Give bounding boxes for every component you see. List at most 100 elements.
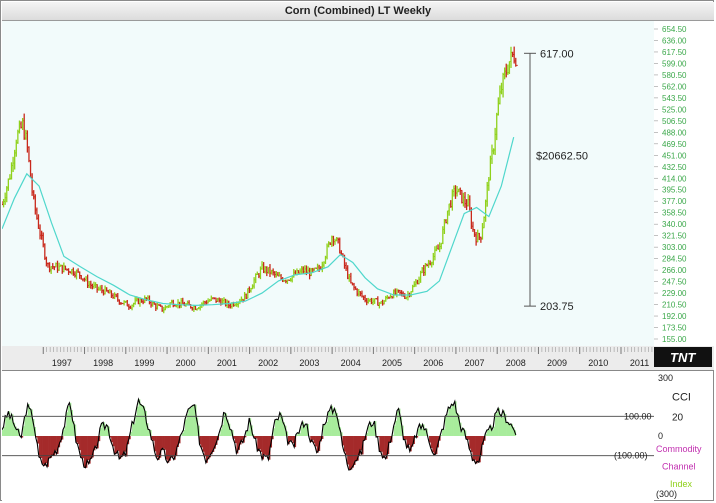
cci-positive-area [421,428,423,436]
cci-negative-area [363,436,366,441]
right-axis-label: 469.50 [662,140,687,149]
cci-negative-area [111,436,114,443]
cci-negative-area [83,436,86,468]
cci-negative-area [42,436,45,464]
cci-negative-area [51,436,54,456]
right-axis-background [654,21,714,346]
cci-positive-area [327,412,330,436]
cci-positive-area [396,410,399,436]
right-axis-label: 580.50 [662,71,687,80]
cci-negative-area [258,436,261,450]
cci-negative-area [379,436,382,452]
cci-negative-area [87,436,89,461]
cci-negative-area [430,436,433,448]
cci-positive-area [13,422,16,436]
cci-negative-area [115,436,118,454]
cci-positive-area [372,425,375,436]
cci-negative-area [59,436,62,443]
cci-negative-area [91,436,94,458]
cci-positive-area [6,417,9,436]
cci-positive-area [462,428,465,436]
cci-negative-area [470,436,473,452]
cci-negative-area [45,436,48,464]
cci-negative-area [358,436,361,456]
cci-axis-zero-label: 0 [658,431,663,441]
cci-positive-area [323,424,326,436]
cci-positive-area [2,429,4,436]
cci-positive-area [366,432,369,436]
cci-positive-area [143,406,146,436]
cci-positive-area [512,427,515,436]
cci-positive-area [135,415,138,436]
cci-positive-area [196,417,199,436]
right-axis-label: 599.00 [662,59,687,68]
cci-positive-area [490,425,492,436]
cci-negative-area [385,436,388,459]
cci-negative-area [46,436,49,467]
cci-positive-area [506,422,509,436]
cci-positive-area [274,419,277,436]
cci-negative-area [37,436,40,444]
cci-negative-area [467,436,470,440]
cci-positive-area [507,422,510,436]
cci-positive-area [485,433,488,436]
cci-negative-area [254,436,256,439]
cci-positive-area [140,404,142,436]
cci-negative-area [236,436,239,454]
right-axis-label: 395.50 [662,186,687,195]
date-tick-label: 2005 [382,358,402,368]
cci-negative-area [120,436,123,458]
cci-negative-area [310,436,313,442]
cci-negative-area [82,436,85,459]
cci-positive-area [286,431,289,436]
cci-positive-area [395,420,398,436]
cci-negative-area [266,436,269,456]
chart-title: Corn (Combined) LT Weekly [2,2,714,21]
right-axis-label: 247.50 [662,278,687,287]
date-tick-label: 2009 [547,358,567,368]
cci-positive-area [446,414,449,436]
cci-positive-area [19,435,22,436]
cci-positive-area [422,424,425,436]
cci-positive-area [451,404,454,436]
cci-ref-100-label: 100.00 [624,411,652,421]
cci-negative-area [388,436,391,443]
cci-positive-area [302,421,305,436]
cci-subtitle-index: Index [670,479,693,489]
cci-axis-top-label: 300 [658,373,673,383]
cci-positive-area [141,405,144,436]
date-tick-label: 1997 [52,358,72,368]
cci-negative-area [176,436,179,448]
date-tick-label: 1999 [134,358,154,368]
cci-negative-area [160,436,163,451]
range-label: $20662.50 [536,151,588,163]
cci-negative-area [205,436,208,463]
cci-positive-area [295,434,298,436]
cci-negative-area [173,436,176,460]
right-axis-label: 303.00 [662,243,687,252]
cci-negative-area [109,436,112,438]
cci-negative-area [469,436,472,449]
cci-negative-area [356,436,359,461]
cci-positive-area [501,416,504,436]
cci-negative-area [38,436,41,457]
cci-positive-area [228,423,231,436]
cci-positive-area [332,413,335,436]
cci-negative-area [54,436,57,451]
date-tick-label: 2006 [423,358,443,368]
cci-positive-area [371,426,374,436]
cci-positive-area [486,430,489,436]
cci-positive-area [185,419,187,436]
right-axis-label: 210.50 [662,301,687,310]
cci-negative-area [156,436,159,458]
right-axis-label: 617.50 [662,48,687,57]
cci-positive-area [223,412,226,436]
right-axis-label: 173.50 [662,324,687,333]
cci-positive-area [281,415,284,436]
cci-positive-area [417,428,420,436]
cci-axis-bottom-label: (300) [656,489,677,499]
cci-negative-area [164,436,167,450]
cci-positive-area [496,411,499,436]
cci-negative-area [406,436,409,448]
